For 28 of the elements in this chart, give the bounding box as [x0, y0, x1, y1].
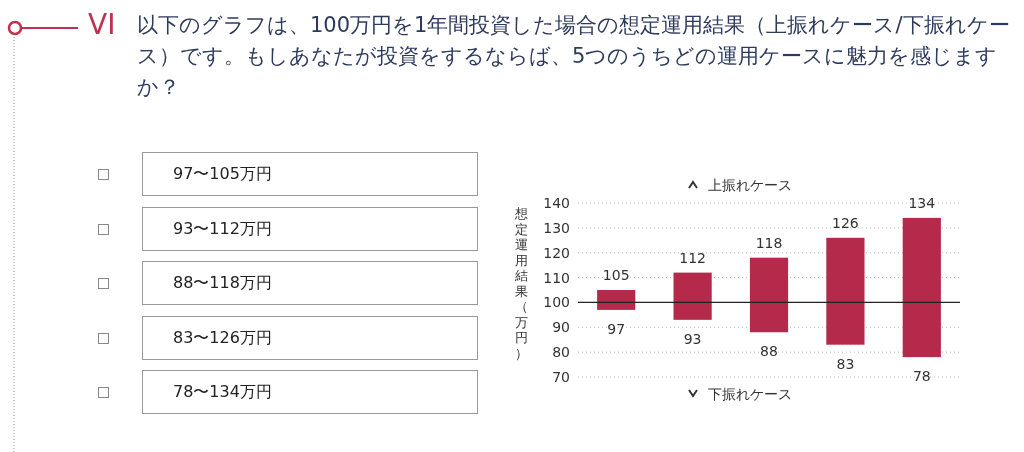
y-tick-label: 130	[543, 219, 570, 236]
annotation: 78	[912, 368, 931, 385]
annotation: 126	[832, 214, 859, 231]
text: 上振れケース	[708, 177, 792, 193]
y-tick-label: 90	[552, 319, 570, 336]
y-tick-label: 70	[552, 369, 570, 385]
annotation: 112	[679, 249, 706, 266]
annotation: 97	[607, 320, 626, 337]
text: 93〜112万円	[142, 206, 478, 251]
annotation: 134	[908, 194, 936, 211]
annotation: 93	[683, 330, 702, 347]
y-tick-label: 110	[543, 269, 570, 286]
chart-title: 以下のグラフは、100万円を1年間投資した場合の想定運用結果（上振れケース/下振れケース）です。もしあなたが投資をするならば、5つのうちどの運用ケースに魅力を感じますか？	[137, 12, 1011, 101]
text: 83〜126万円	[142, 315, 478, 360]
text: VI	[88, 8, 116, 41]
annotation: 88	[760, 343, 778, 360]
annotation: 83	[836, 355, 855, 372]
y-tick-label: 120	[543, 244, 570, 261]
y-tick-label: 140	[543, 195, 570, 211]
text: 想定運用結果（万円）	[514, 206, 528, 361]
text: 下振れケース	[708, 386, 792, 402]
text: 97〜105万円	[142, 152, 478, 196]
annotation: 118	[755, 234, 783, 251]
annotation: 105	[602, 267, 630, 283]
y-tick-label: 100	[543, 294, 570, 311]
text: 78〜134万円	[142, 370, 478, 414]
text: 88〜118万円	[142, 261, 478, 305]
y-tick-label: 80	[552, 344, 570, 361]
